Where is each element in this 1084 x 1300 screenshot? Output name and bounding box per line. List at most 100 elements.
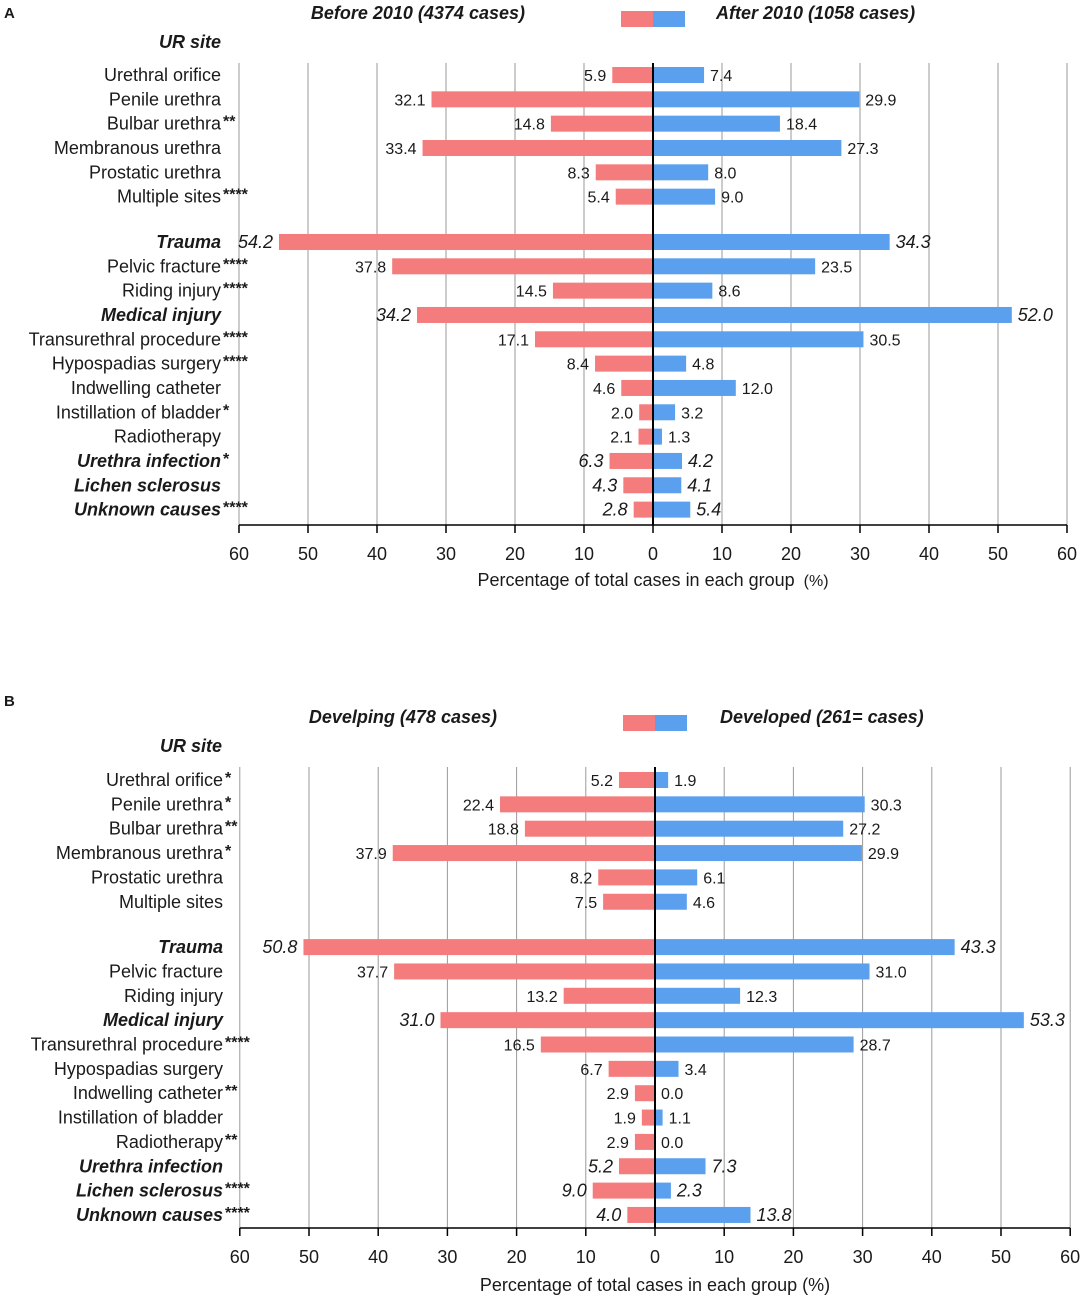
significance-marker: **** <box>223 329 249 346</box>
value-label-right: 8.0 <box>714 165 736 182</box>
category-label: Trauma <box>158 937 223 957</box>
value-label-left: 4.3 <box>592 475 617 495</box>
value-label-right: 3.2 <box>681 405 703 422</box>
category-label: Lichen sclerosus <box>74 475 221 495</box>
bar-left <box>639 404 653 421</box>
bar-right <box>655 963 870 980</box>
value-label-right: 4.2 <box>688 451 713 471</box>
category-label: Bulbar urethra <box>107 114 222 134</box>
tick-label: 40 <box>367 544 387 564</box>
significance-marker: * <box>225 794 232 811</box>
category-row: Radiotherapy 2.1 1.3 <box>114 427 690 447</box>
category-row: Medical injury 34.2 52.0 <box>101 305 1053 325</box>
bar-right <box>655 1036 854 1053</box>
value-label-left: 2.9 <box>607 1135 629 1152</box>
category-label: Unknown causes <box>76 1205 223 1225</box>
significance-marker: **** <box>225 1035 251 1052</box>
bar-left <box>619 772 655 788</box>
significance-marker: ** <box>225 819 238 836</box>
value-label-left: 13.2 <box>527 989 558 1006</box>
significance-marker: **** <box>223 500 249 517</box>
value-label-right: 34.3 <box>896 232 931 252</box>
value-label-right: 4.1 <box>687 475 712 495</box>
value-label-left: 5.2 <box>591 773 613 790</box>
category-label: Transurethral procedure <box>31 1035 223 1055</box>
bar-right <box>655 987 741 1004</box>
tick-label: 20 <box>781 544 801 564</box>
category-row: Transurethral procedure **** 17.1 30.5 <box>29 329 901 349</box>
bar-left <box>627 1206 655 1223</box>
bar-left <box>540 1036 655 1053</box>
category-label: Radiotherapy <box>116 1132 223 1152</box>
category-row: Trauma 54.2 34.3 <box>156 232 930 252</box>
bar-right <box>655 1158 706 1175</box>
value-label-right: 29.9 <box>865 92 896 109</box>
significance-marker: **** <box>223 281 249 298</box>
bar-right <box>653 379 736 396</box>
bar-left <box>608 1060 655 1077</box>
tick-label: 0 <box>648 544 658 564</box>
value-label-left: 14.5 <box>516 284 547 301</box>
bar-left <box>623 477 653 494</box>
value-label-left: 9.0 <box>562 1181 587 1201</box>
right-series-title: Developed (261= cases) <box>720 707 924 727</box>
value-label-right: 4.6 <box>693 895 715 912</box>
category-row: Riding injury **** 14.5 8.6 <box>122 281 741 301</box>
tick-label: 50 <box>988 544 1008 564</box>
category-label: Membranous urethra <box>56 843 224 863</box>
category-row: Urethra infection 5.2 7.3 <box>79 1156 737 1176</box>
category-row: Membranous urethra 33.4 27.3 <box>54 138 879 158</box>
category-row: Urethral orifice * 5.2 1.9 <box>106 770 697 790</box>
category-label: Riding injury <box>124 986 223 1006</box>
bar-right <box>655 1206 751 1223</box>
value-label-right: 27.2 <box>849 822 880 839</box>
bar-left <box>535 331 653 348</box>
tick-label: 30 <box>437 1247 457 1267</box>
value-label-left: 37.8 <box>355 259 386 276</box>
value-label-left: 32.1 <box>394 92 425 109</box>
bar-left <box>633 501 653 518</box>
category-row: Multiple sites 7.5 4.6 <box>119 892 715 912</box>
significance-marker: **** <box>225 1205 251 1222</box>
category-label: Multiple sites <box>117 187 221 207</box>
value-label-left: 8.4 <box>567 357 589 374</box>
bar-left <box>634 1133 655 1150</box>
value-label-left: 2.0 <box>611 405 633 422</box>
legend-swatch-right <box>655 715 687 731</box>
tick-label: 20 <box>505 544 525 564</box>
tick-label: 10 <box>712 544 732 564</box>
category-row: Lichen sclerosus **** 9.0 2.3 <box>76 1181 702 1201</box>
tick-label: 40 <box>919 544 939 564</box>
value-label-left: 2.9 <box>607 1086 629 1103</box>
category-row: Radiotherapy ** 2.9 0.0 <box>116 1132 683 1152</box>
legend-swatch-left <box>621 11 653 27</box>
x-axis-title: Percentage of total cases in each group … <box>480 1275 830 1295</box>
panel-b: B Develping (478 cases) Developed (261= … <box>4 693 1080 1295</box>
bar-right <box>653 258 816 275</box>
value-label-right: 5.4 <box>696 500 721 520</box>
bar-left <box>552 282 653 299</box>
value-label-left: 1.9 <box>614 1111 636 1128</box>
category-row: Riding injury 13.2 12.3 <box>124 986 777 1006</box>
tick-label: 10 <box>714 1247 734 1267</box>
bar-right <box>655 1182 671 1199</box>
bar-right <box>653 501 691 518</box>
bar-right <box>653 355 687 372</box>
section-header: UR site <box>159 32 221 52</box>
x-axis: 60 50 40 30 20 10 0 10 20 30 40 50 60 <box>229 524 1077 564</box>
category-row: Trauma 50.8 43.3 <box>158 937 995 957</box>
bar-left <box>634 1085 655 1102</box>
category-label: Bulbar urethra <box>109 819 224 839</box>
bar-left <box>595 164 653 181</box>
bar-right <box>655 845 862 862</box>
significance-marker: ** <box>223 114 236 131</box>
category-row: Indwelling catheter 4.6 12.0 <box>71 378 773 398</box>
tick-label: 30 <box>436 544 456 564</box>
value-label-left: 22.4 <box>463 797 494 814</box>
legend <box>621 11 685 27</box>
bar-left <box>422 139 653 156</box>
significance-marker: * <box>223 451 230 468</box>
bar-right <box>653 452 682 469</box>
category-label: Membranous urethra <box>54 138 222 158</box>
category-label: Hypospadias surgery <box>54 1059 223 1079</box>
